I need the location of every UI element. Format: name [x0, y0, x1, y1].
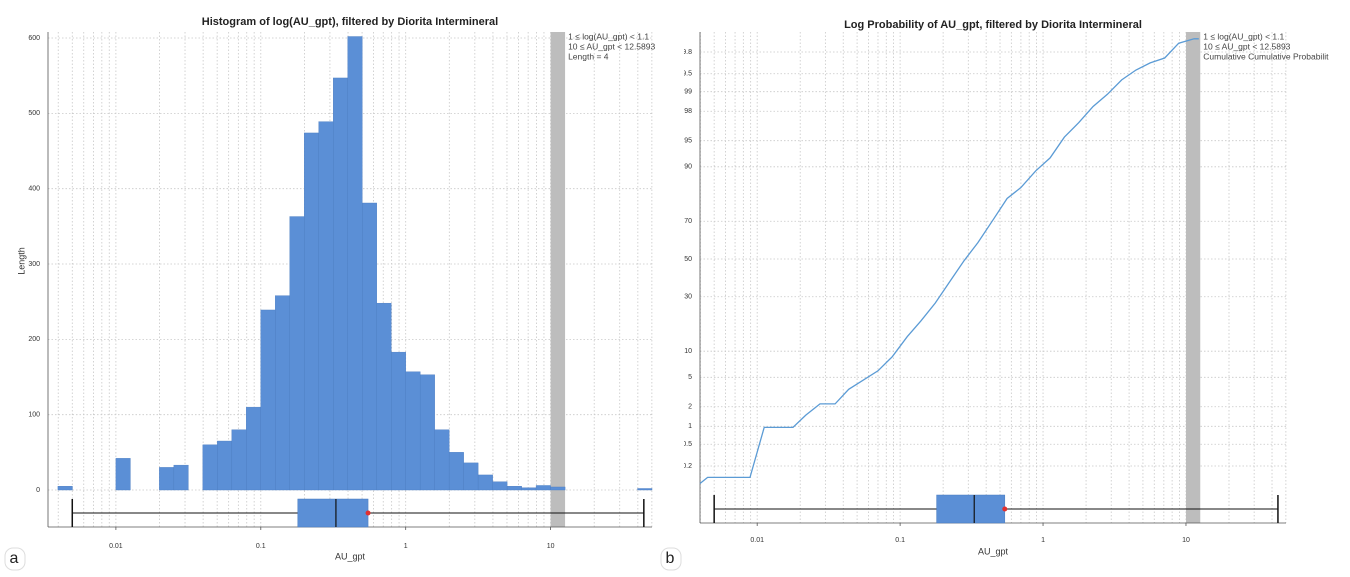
- bar: [318, 121, 334, 491]
- y-tick-labels: 0.2 0.5 1 2 5 10 30 50 70 90 95 98 99 99.5 99.8: [678, 49, 692, 470]
- y-tick-label: 200: [28, 336, 40, 343]
- bar: [246, 406, 261, 491]
- y-tick-label: 0.5: [682, 441, 692, 448]
- y-tick-label: 99: [684, 89, 692, 96]
- y-tick-label: 98: [684, 108, 692, 115]
- x-tick-label: 0.01: [109, 543, 123, 550]
- annotation-line: 10 ≤ AU_gpt < 12.5893: [568, 41, 655, 51]
- bar: [115, 458, 131, 491]
- bar: [260, 309, 276, 491]
- x-tick-label: 0.1: [256, 543, 266, 550]
- mean-marker: [1002, 506, 1008, 512]
- x-tick-label: 1: [1041, 537, 1045, 544]
- annotation-line: Cumulative Cumulative Probabilit: [1203, 51, 1329, 61]
- y-tick-label: 30: [684, 294, 692, 301]
- bar: [173, 464, 189, 491]
- bar: [535, 485, 551, 491]
- bar: [159, 467, 175, 491]
- panel-label: a: [10, 550, 19, 567]
- y-tick-label: 600: [28, 35, 40, 42]
- x-tick-label: 10: [1182, 537, 1190, 544]
- line: [699, 38, 1199, 485]
- bar: [492, 481, 508, 491]
- x-axis-label: AU_gpt: [978, 546, 1009, 556]
- bar: [202, 444, 218, 491]
- chart-title: Histogram of log(AU_gpt), filtered by Di…: [202, 16, 498, 28]
- box: [297, 498, 369, 528]
- bar: [405, 371, 421, 491]
- y-tick-label: 400: [28, 186, 40, 193]
- highlight-band: [1185, 32, 1201, 523]
- x-tick-label: 0.1: [895, 537, 905, 544]
- panel-label: b: [666, 550, 675, 567]
- bar: [434, 429, 450, 491]
- x-tick-label: 1: [404, 543, 408, 550]
- bar: [57, 486, 73, 491]
- bar: [419, 374, 435, 491]
- x-tick-label: 0.01: [750, 537, 764, 544]
- x-tick-label: 10: [547, 543, 555, 550]
- annotation-line: Length = 4: [568, 51, 609, 61]
- y-tick-label: 90: [684, 164, 692, 171]
- bar: [506, 486, 522, 491]
- bar: [448, 452, 464, 491]
- bar: [304, 132, 319, 491]
- box: [936, 494, 1006, 524]
- chart-title: Log Probability of AU_gpt, filtered by D…: [844, 19, 1142, 31]
- y-tick-label: 5: [688, 374, 692, 381]
- y-axis-label: Length: [16, 247, 26, 275]
- y-tick-label: 1: [688, 423, 692, 430]
- x-axis-label: AU_gpt: [335, 551, 366, 561]
- bar: [217, 440, 233, 491]
- y-tick-label: 99.5: [678, 71, 692, 78]
- y-tick-label: 50: [684, 256, 692, 263]
- mean-marker: [365, 510, 371, 516]
- bar: [550, 486, 566, 491]
- y-tick-label: 100: [28, 412, 40, 419]
- bar: [362, 202, 377, 491]
- bar: [289, 216, 305, 491]
- panel-label-box: [660, 547, 682, 571]
- bar: [333, 77, 348, 491]
- y-tick-label: 300: [28, 261, 40, 268]
- y-tick-label: 0: [36, 487, 40, 494]
- bar: [637, 488, 653, 491]
- bar: [231, 429, 247, 491]
- annotation-line: 1 ≤ log(AU_gpt) < 1.1: [568, 31, 649, 41]
- panel-label-box: [4, 547, 26, 571]
- bar: [521, 487, 537, 491]
- highlight-band: [550, 32, 566, 527]
- y-tick-label: 99.8: [678, 49, 692, 56]
- bar: [376, 302, 392, 491]
- annotation: 1 ≤ log(AU_gpt) < 1.110 ≤ AU_gpt < 12.58…: [568, 31, 655, 61]
- annotation-line: 1 ≤ log(AU_gpt) < 1.1: [1203, 31, 1284, 41]
- y-tick-label: 10: [684, 348, 692, 355]
- bar: [463, 462, 479, 491]
- bar: [347, 36, 363, 491]
- y-tick-label: 500: [28, 110, 40, 117]
- bar: [477, 474, 493, 491]
- y-tick-label: 70: [684, 218, 692, 225]
- bar: [275, 295, 290, 491]
- annotation-line: 10 ≤ AU_gpt < 12.5893: [1203, 41, 1290, 51]
- y-tick-label: 2: [688, 404, 692, 411]
- annotation: 1 ≤ log(AU_gpt) < 1.110 ≤ AU_gpt < 12.58…: [1203, 31, 1329, 61]
- bar: [391, 351, 406, 491]
- y-tick-label: 0.2: [682, 463, 692, 470]
- y-tick-label: 95: [684, 138, 692, 145]
